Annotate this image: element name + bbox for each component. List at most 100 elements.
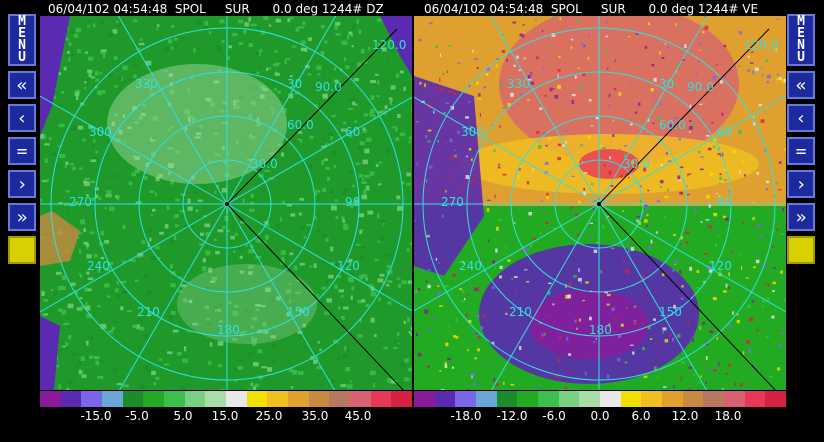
azimuth-spoke bbox=[598, 203, 786, 313]
previous-frame-button[interactable]: ‹ bbox=[787, 104, 815, 132]
scale-swatch bbox=[765, 391, 786, 407]
reflectivity-display[interactable]: 120.0 90.0 60.0 30.0 330 300 270 240 210 180 150 12… bbox=[40, 16, 412, 390]
scale-swatch bbox=[184, 391, 206, 407]
last-frame-button[interactable]: » bbox=[8, 203, 36, 231]
azimuth-spoke bbox=[598, 16, 709, 205]
scale-swatch bbox=[81, 391, 102, 407]
azimuth-label: 270 bbox=[69, 195, 92, 209]
azimuth-label: 180 bbox=[217, 323, 240, 337]
radar-origin bbox=[597, 202, 601, 206]
scale-swatch bbox=[40, 391, 61, 407]
previous-frame-button[interactable]: ‹ bbox=[8, 104, 36, 132]
scale-swatch bbox=[143, 391, 164, 407]
equal-button[interactable]: = bbox=[8, 137, 36, 165]
azimuth-label: 90 bbox=[717, 195, 732, 209]
toggle-button[interactable] bbox=[787, 236, 815, 264]
toggle-button[interactable] bbox=[8, 236, 36, 264]
scale-tick-label: 12.0 bbox=[671, 409, 699, 423]
azimuth-spoke bbox=[414, 96, 600, 205]
scale-swatch bbox=[101, 391, 123, 407]
menu-letter: N bbox=[18, 38, 26, 53]
scale-swatch bbox=[517, 391, 538, 407]
last-frame-button[interactable]: » bbox=[787, 203, 815, 231]
scale-tick-label: -6.0 bbox=[542, 409, 566, 423]
azimuth-spoke bbox=[40, 95, 228, 205]
scale-tick-label: -12.0 bbox=[496, 409, 528, 423]
cursor-line bbox=[226, 28, 398, 205]
scale-swatch bbox=[267, 391, 288, 407]
scale-swatch bbox=[475, 391, 497, 407]
cursor-line bbox=[226, 203, 404, 390]
azimuth-label: 150 bbox=[287, 305, 310, 319]
cursor-line bbox=[598, 203, 776, 390]
azimuth-spoke bbox=[598, 95, 786, 205]
scale-swatch bbox=[682, 391, 704, 407]
scale-tick-label: -18.0 bbox=[450, 409, 482, 423]
next-frame-button[interactable]: › bbox=[8, 170, 36, 198]
azimuth-label: 150 bbox=[659, 305, 682, 319]
scale-swatch bbox=[163, 391, 185, 407]
scale-swatch bbox=[558, 391, 580, 407]
velocity-display[interactable]: 120.0 90.0 60.0 30.0 330 300 270 240 210 180 150 12… bbox=[414, 16, 786, 390]
menu-letter: U bbox=[797, 50, 805, 65]
scale-swatch bbox=[455, 391, 476, 407]
left-control-bar: M E N U « ‹ = › » bbox=[6, 14, 38, 269]
scale-tick-label: -5.0 bbox=[125, 409, 149, 423]
equal-button[interactable]: = bbox=[787, 137, 815, 165]
reflectivity-scale-ticks: -15.0 -5.0 5.0 15.0 25.0 35.0 45.0 bbox=[40, 409, 412, 423]
azimuth-spoke bbox=[119, 203, 228, 390]
cursor-line bbox=[598, 28, 770, 205]
scale-tick-label: 5.0 bbox=[173, 409, 193, 423]
azimuth-spoke bbox=[414, 203, 600, 312]
scale-swatch bbox=[205, 391, 226, 407]
scale-swatch bbox=[579, 391, 600, 407]
scale-swatch bbox=[329, 391, 350, 407]
scale-swatch bbox=[391, 391, 412, 407]
azimuth-label: 90 bbox=[345, 195, 360, 209]
radar-origin bbox=[225, 202, 229, 206]
reflectivity-color-scale bbox=[40, 391, 412, 407]
scale-tick-label: 6.0 bbox=[631, 409, 651, 423]
range-label: 120.0 bbox=[744, 38, 778, 52]
velocity-scale-ticks: -18.0 -12.0 -6.0 0.0 6.0 12.0 18.0 bbox=[414, 409, 786, 423]
range-label: 60.0 bbox=[287, 118, 314, 132]
azimuth-label: 330 bbox=[507, 77, 530, 91]
azimuth-label: 120 bbox=[337, 259, 360, 273]
menu-button[interactable]: M E N U bbox=[8, 14, 36, 66]
azimuth-label: 60 bbox=[717, 125, 732, 139]
menu-letter: E bbox=[797, 26, 805, 41]
azimuth-spoke bbox=[226, 203, 412, 312]
azimuth-label: 300 bbox=[89, 125, 112, 139]
azimuth-label: 240 bbox=[459, 259, 482, 273]
first-frame-button[interactable]: « bbox=[787, 71, 815, 99]
menu-letter: M bbox=[18, 14, 26, 29]
azimuth-label: 330 bbox=[135, 77, 158, 91]
azimuth-spoke bbox=[489, 16, 600, 205]
next-frame-button[interactable]: › bbox=[787, 170, 815, 198]
scale-tick-label: 18.0 bbox=[714, 409, 742, 423]
reflectivity-panel[interactable]: 120.0 90.0 60.0 30.0 330 300 270 240 210 180 150 12… bbox=[40, 16, 412, 390]
scale-swatch bbox=[496, 391, 518, 407]
menu-letter: M bbox=[797, 14, 805, 29]
azimuth-spoke bbox=[598, 203, 707, 390]
scale-tick-label: 35.0 bbox=[301, 409, 329, 423]
menu-button[interactable]: M E N U bbox=[787, 14, 815, 66]
velocity-panel[interactable]: 120.0 90.0 60.0 30.0 330 300 270 240 210 180 150 12… bbox=[414, 16, 786, 390]
menu-letter: E bbox=[18, 26, 26, 41]
azimuth-spoke bbox=[226, 203, 335, 390]
scale-swatch bbox=[308, 391, 330, 407]
scale-tick-label: 45.0 bbox=[344, 409, 372, 423]
azimuth-label: 30 bbox=[287, 77, 302, 91]
menu-letter: U bbox=[18, 50, 26, 65]
range-label: 120.0 bbox=[372, 38, 406, 52]
first-frame-button[interactable]: « bbox=[8, 71, 36, 99]
left-status-line: 06/04/102 04:54:48 SPOL SUR 0.0 deg 1244… bbox=[48, 2, 384, 16]
azimuth-label: 210 bbox=[137, 305, 160, 319]
azimuth-spoke bbox=[491, 203, 600, 390]
azimuth-label: 210 bbox=[509, 305, 532, 319]
azimuth-spoke bbox=[117, 16, 228, 205]
range-label: 90.0 bbox=[315, 80, 342, 94]
scale-swatch bbox=[537, 391, 559, 407]
clutter-region bbox=[40, 16, 70, 136]
scale-tick-label: 25.0 bbox=[255, 409, 283, 423]
